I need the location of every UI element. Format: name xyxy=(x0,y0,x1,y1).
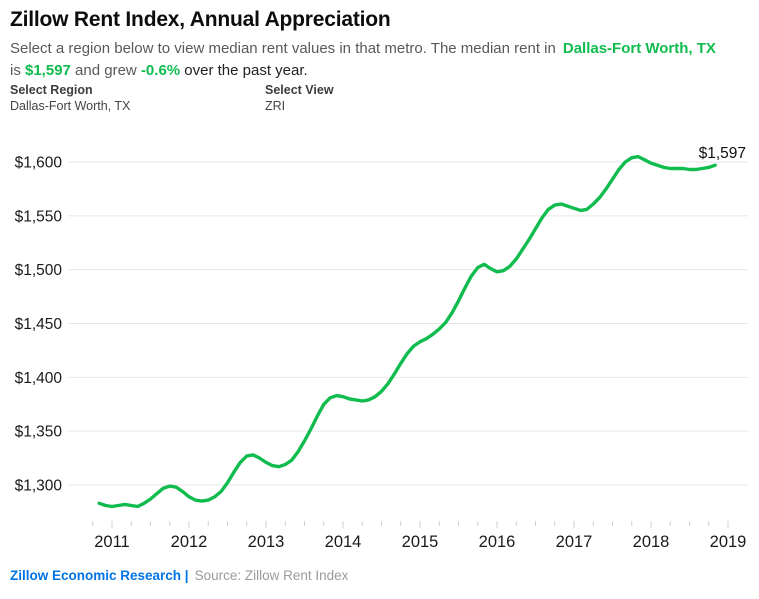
x-axis-year-label: 2016 xyxy=(479,533,516,551)
x-axis-year-label: 2011 xyxy=(94,533,129,551)
growth-value: -0.6% xyxy=(140,61,181,79)
x-axis-year-label: 2017 xyxy=(556,533,593,551)
y-axis-tick-label: $1,500 xyxy=(15,262,63,279)
x-axis-year-label: 2013 xyxy=(248,533,285,551)
x-axis-year-label: 2015 xyxy=(402,533,439,551)
chart-footer: Zillow Economic Research | Source: Zillow… xyxy=(10,568,348,583)
select-view-value[interactable]: ZRI xyxy=(265,99,286,113)
latest-value-annotation: $1,597 xyxy=(699,145,746,162)
subtitle-text-1: Select a region below to view median ren… xyxy=(10,40,556,57)
y-axis-tick-label: $1,350 xyxy=(15,424,63,441)
y-axis-tick-label: $1,600 xyxy=(15,155,63,172)
y-axis-tick-label: $1,300 xyxy=(15,478,63,495)
subtitle-text-2: is xyxy=(10,61,25,79)
select-view-label: Select View xyxy=(265,83,334,97)
select-region-label: Select Region xyxy=(10,83,93,97)
x-axis-year-label: 2012 xyxy=(171,533,208,551)
zillow-economic-research-link[interactable]: Zillow Economic Research | xyxy=(10,568,189,583)
zri-line[interactable] xyxy=(97,154,717,509)
select-region-value[interactable]: Dallas-Fort Worth, TX xyxy=(10,99,131,113)
y-axis-tick-label: $1,400 xyxy=(15,370,63,387)
x-axis-year-label: 2019 xyxy=(710,533,747,551)
y-axis-tick-label: $1,450 xyxy=(15,316,63,333)
subtitle: Select a region below to view median ren… xyxy=(10,38,752,81)
y-axis-tick-label: $1,550 xyxy=(15,208,63,225)
select-view-control[interactable]: Select View ZRI xyxy=(265,83,334,113)
median-rent-value: $1,597 xyxy=(25,61,71,79)
x-axis-year-label: 2018 xyxy=(633,533,670,551)
x-axis-year-label: 2014 xyxy=(325,533,362,551)
select-region-control[interactable]: Select Region Dallas-Fort Worth, TX xyxy=(10,83,130,113)
subtitle-text-3: and grew xyxy=(70,61,141,79)
region-name: Dallas-Fort Worth, TX xyxy=(562,40,716,57)
subtitle-text-4: over the past year. xyxy=(180,61,308,79)
source-text: Source: Zillow Rent Index xyxy=(194,568,349,583)
page-title: Zillow Rent Index, Annual Appreciation xyxy=(10,8,391,31)
